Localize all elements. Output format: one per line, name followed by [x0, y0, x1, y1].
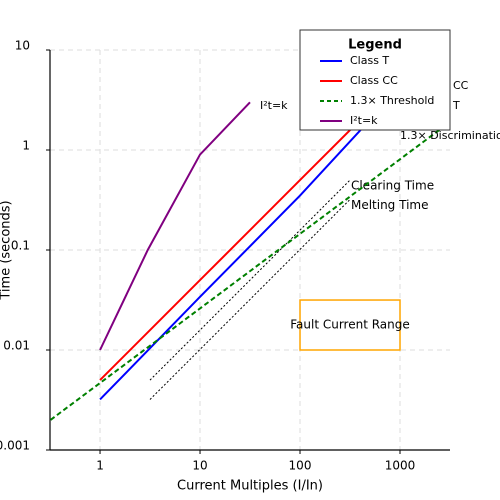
curve [99, 119, 371, 401]
annotation: CC [453, 79, 469, 92]
legend-title: Legend [348, 38, 402, 53]
curve [99, 101, 251, 351]
legend-label: 1.3× Threshold [350, 94, 434, 107]
curve [149, 179, 351, 381]
x-tick-label: 1000 [385, 459, 416, 473]
y-tick-label: 10 [15, 39, 30, 53]
curve-label: Melting Time [351, 198, 429, 212]
curve-label: Clearing Time [351, 179, 434, 193]
annotation: T [452, 99, 460, 112]
y-axis-label: Time (seconds) [0, 200, 14, 300]
annotation: I²t=k [260, 99, 288, 112]
x-axis-label: Current Multiples (I/In) [177, 479, 323, 494]
fault-range [299, 299, 401, 351]
fault-range-label: Fault Current Range [290, 318, 410, 332]
legend-label: I²t=k [350, 114, 378, 127]
x-tick-label: 100 [289, 459, 312, 473]
curve [99, 109, 371, 381]
legend-label: Class CC [350, 74, 398, 87]
x-tick-label: 1 [96, 459, 104, 473]
annotation: 1.3× Discrimination [400, 129, 500, 142]
y-tick-label: 0.1 [11, 239, 30, 253]
y-tick-label: 1 [22, 139, 30, 153]
curve [149, 199, 351, 400]
x-tick-label: 10 [192, 459, 207, 473]
legend-label: Class T [350, 54, 389, 67]
y-tick-label: 0.001 [0, 439, 30, 453]
curve [49, 128, 441, 421]
y-tick-label: 0.01 [3, 339, 30, 353]
